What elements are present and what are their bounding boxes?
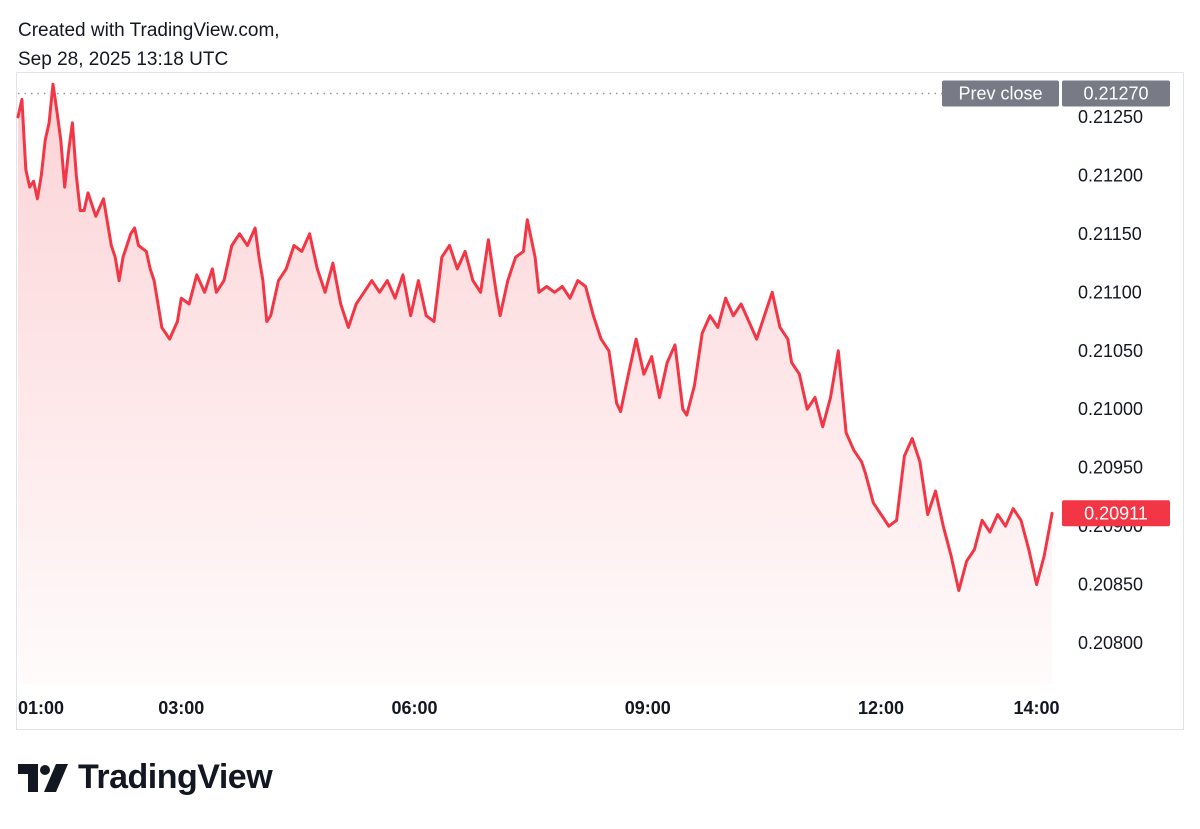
x-axis-tick-label: 03:00: [158, 698, 204, 718]
prev-close-value: 0.21270: [1083, 84, 1148, 104]
y-axis-tick-label: 0.20950: [1078, 458, 1143, 478]
x-axis-tick-label: 09:00: [625, 698, 671, 718]
x-axis-tick-label: 14:00: [1014, 698, 1060, 718]
y-axis-tick-label: 0.20800: [1078, 633, 1143, 653]
tradingview-logo-icon: [18, 763, 68, 792]
snapshot-timestamp: Sep 28, 2025 13:18 UTC: [18, 49, 229, 70]
last-price-badge: [1062, 500, 1170, 527]
prev-close-value-badge: [1062, 80, 1170, 107]
x-axis-tick-label: 06:00: [392, 698, 438, 718]
created-with-text: Created with TradingView.com,: [18, 20, 280, 41]
prev-close-badge: [942, 80, 1059, 107]
price-line-series: [16, 82, 1054, 592]
chart-container: 0.208000.208500.209000.209500.210000.210…: [16, 72, 1184, 730]
last-price-value: 0.20911: [1084, 503, 1148, 523]
price-area-fill: [18, 84, 1053, 684]
y-axis-tick-label: 0.21200: [1078, 165, 1143, 185]
y-axis-tick-label: 0.21000: [1078, 399, 1143, 419]
chart-header: Created with TradingView.com, Sep 28, 20…: [18, 16, 280, 74]
price-chart[interactable]: 0.208000.208500.209000.209500.210000.210…: [16, 72, 1184, 730]
y-axis-tick-label: 0.21150: [1078, 224, 1142, 244]
x-axis-tick-label: 12:00: [858, 698, 904, 718]
x-axis-tick-label: 01:00: [18, 698, 64, 718]
tradingview-logo: TradingView: [18, 758, 273, 797]
brand-name: TradingView: [78, 758, 273, 796]
y-axis-tick-label: 0.21050: [1078, 341, 1143, 361]
y-axis-tick-label: 0.21250: [1078, 107, 1143, 127]
prev-close-label: Prev close: [958, 84, 1042, 104]
y-axis-tick-label: 0.20850: [1078, 575, 1143, 595]
chart-border: [16, 72, 1184, 730]
y-axis-tick-label: 0.21100: [1078, 282, 1142, 302]
